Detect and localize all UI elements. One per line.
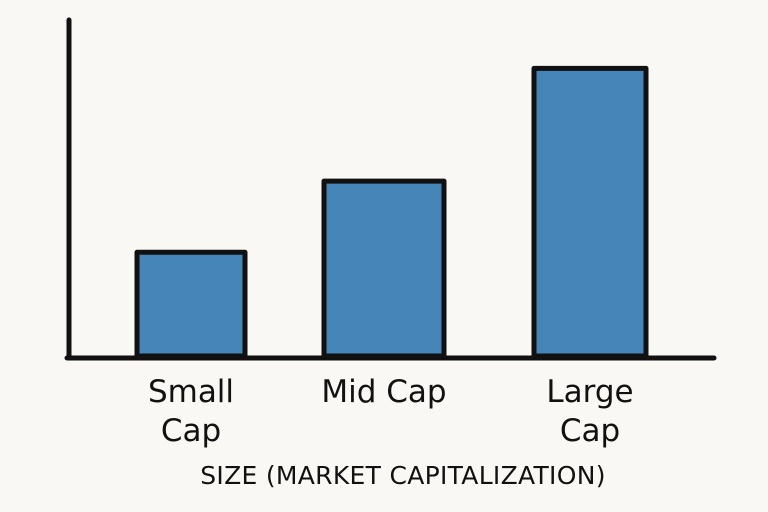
bar-large-cap — [531, 65, 649, 359]
tick-label-line: Small — [148, 374, 234, 410]
bar-mid-cap — [321, 178, 447, 359]
tick-label-line: Mid Cap — [321, 374, 446, 410]
tick-label-line: Cap — [560, 413, 620, 449]
tick-label-line: Large — [546, 374, 633, 410]
bar-small-cap — [134, 249, 248, 359]
tick-label-large-cap: Large Cap — [546, 374, 633, 449]
tick-label-small-cap: Small Cap — [148, 374, 234, 449]
tick-label-mid-cap: Mid Cap — [321, 374, 446, 410]
bars-group — [134, 65, 649, 359]
tick-label-line: Cap — [161, 413, 221, 449]
x-axis-title: SIZE (MARKET CAPITALIZATION) — [200, 461, 606, 490]
